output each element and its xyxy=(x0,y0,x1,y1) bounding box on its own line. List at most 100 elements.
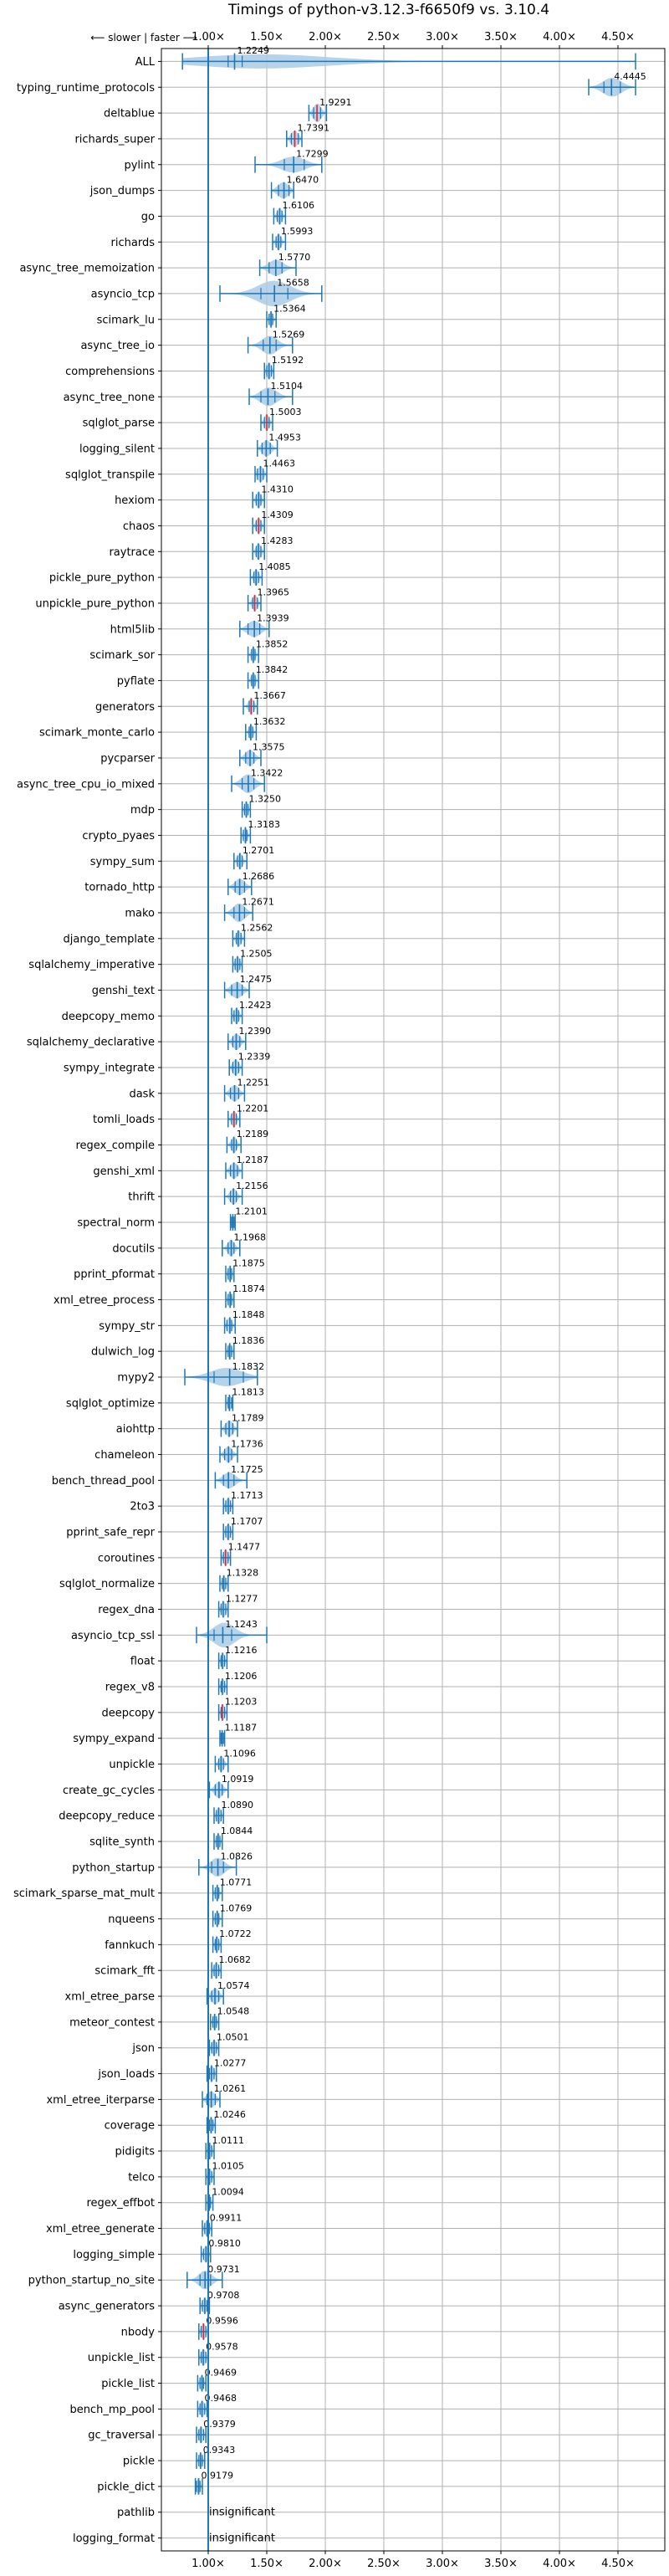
x-tick-label-bottom: 4.50× xyxy=(601,2558,635,2570)
benchmark-violin: 0.9731 xyxy=(186,2264,240,2290)
value-label: 1.2562 xyxy=(241,923,273,934)
benchmark-label: spectral_norm xyxy=(77,1216,155,1229)
benchmark-violin: 1.2187 xyxy=(225,1155,268,1180)
benchmark-violin: 1.0501 xyxy=(208,2031,249,2056)
value-label: 1.1968 xyxy=(234,1232,267,1243)
benchmark-label: chaos xyxy=(123,520,155,533)
benchmark-label: dask xyxy=(129,1088,155,1100)
value-label: 0.9731 xyxy=(207,2264,240,2275)
value-label: 1.1813 xyxy=(232,1387,264,1398)
benchmark-violin: 1.0094 xyxy=(205,2186,244,2211)
benchmark-violin: 1.2562 xyxy=(232,923,273,947)
value-label: 1.2189 xyxy=(237,1129,269,1139)
benchmark-violin: 1.3575 xyxy=(239,742,285,766)
benchmark-violin: 1.2249 xyxy=(181,45,636,70)
benchmark-violin: 1.6106 xyxy=(273,200,314,225)
value-label: 0.9468 xyxy=(205,2393,237,2404)
value-label: 1.2339 xyxy=(238,1052,271,1063)
benchmark-violin: 1.2156 xyxy=(223,1180,268,1206)
value-label: 1.6106 xyxy=(282,200,314,211)
benchmark-violin: 1.4085 xyxy=(249,561,291,586)
value-label: 1.0246 xyxy=(213,2109,246,2120)
benchmark-label: async_tree_cpu_io_mixed xyxy=(17,778,155,791)
benchmark-label: regex_dna xyxy=(98,1604,155,1616)
benchmark-violin: 4.4445 xyxy=(588,71,646,97)
benchmark-violin: 1.4953 xyxy=(257,433,301,457)
benchmark-violin: 1.4283 xyxy=(252,535,293,561)
value-label: 1.0769 xyxy=(220,1903,253,1913)
benchmark-label: 2to3 xyxy=(130,1501,155,1513)
x-tick-label-top: 3.00× xyxy=(426,31,459,44)
x-tick-label-top: 3.50× xyxy=(484,31,518,44)
benchmark-violin: 0.9578 xyxy=(198,2341,238,2366)
benchmark-violin: 1.1874 xyxy=(225,1283,265,1308)
value-label: 1.0826 xyxy=(221,1851,253,1862)
value-label: 1.4953 xyxy=(268,433,301,443)
value-label: 1.2156 xyxy=(236,1180,268,1191)
x-ticks: 1.00× 1.00× 1.50× 1.50× 2.00× 2.00× 2.50× 2.50×… xyxy=(158,31,635,2570)
value-label: 1.1277 xyxy=(226,1593,258,1604)
benchmark-label: sqlalchemy_imperative xyxy=(28,959,155,971)
value-label: 1.2475 xyxy=(240,974,273,985)
benchmark-label: mypy2 xyxy=(117,1372,155,1385)
x-tick-label-top: 1.50× xyxy=(250,31,283,44)
benchmark-label: scimark_sor xyxy=(89,649,155,662)
benchmark-label: pprint_pformat xyxy=(74,1268,155,1281)
benchmark-label: mako xyxy=(125,907,155,919)
benchmark-label: logging_simple xyxy=(73,2249,155,2261)
value-label: 0.9343 xyxy=(203,2445,236,2456)
benchmark-label: sqlglot_transpile xyxy=(65,469,155,481)
benchmark-label: async_generators xyxy=(59,2301,156,2313)
value-label: 1.0548 xyxy=(217,2006,250,2017)
value-label: 1.5364 xyxy=(273,304,306,315)
benchmark-violin: 1.1328 xyxy=(219,1567,258,1592)
value-label: 1.4085 xyxy=(258,561,291,572)
benchmark-violin: 1.3965 xyxy=(247,587,289,612)
benchmark-label: meteor_contest xyxy=(69,2016,155,2029)
value-label: 1.3667 xyxy=(253,690,286,701)
value-label: 1.0111 xyxy=(212,2135,245,2146)
value-label: 1.3939 xyxy=(257,613,289,624)
x-tick-label-top: 4.50× xyxy=(601,31,635,44)
value-label: 0.9911 xyxy=(210,2212,243,2223)
benchmark-violin: 1.3632 xyxy=(245,716,285,740)
benchmark-violin: 1.1707 xyxy=(222,1516,263,1540)
value-label: 1.2390 xyxy=(238,1026,271,1037)
benchmark-label: asyncio_tcp_ssl xyxy=(71,1630,155,1642)
value-label: 1.1187 xyxy=(225,1722,258,1733)
benchmark-label: html5lib xyxy=(110,623,155,636)
value-label: 1.0844 xyxy=(221,1826,253,1836)
direction-hint: ⟵ slower | faster ⟶ xyxy=(90,32,197,44)
benchmark-violin: 0.9468 xyxy=(197,2393,237,2418)
value-label: 1.7391 xyxy=(297,123,329,134)
value-label: 1.0919 xyxy=(222,1774,254,1785)
benchmark-label: richards_super xyxy=(74,133,155,146)
benchmark-violin: 1.7391 xyxy=(286,123,329,147)
value-label: 1.2701 xyxy=(243,845,275,856)
x-tick-label-top: 2.00× xyxy=(309,31,342,44)
benchmark-violin: 1.2475 xyxy=(223,974,273,999)
benchmark-label: sqlite_synth xyxy=(89,1836,155,1849)
x-tick-label-bottom: 1.00× xyxy=(192,2558,225,2570)
value-label: 1.1736 xyxy=(231,1438,263,1449)
benchmark-label: async_tree_none xyxy=(64,392,155,404)
value-label: 1.5192 xyxy=(272,355,304,366)
value-label: 1.1875 xyxy=(232,1257,265,1268)
benchmark-label: regex_effbot xyxy=(86,2197,155,2210)
value-label: 1.4310 xyxy=(261,484,294,494)
benchmark-label: thrift xyxy=(128,1191,155,1204)
value-label: 1.2505 xyxy=(240,948,273,959)
value-label: 1.1789 xyxy=(232,1412,264,1423)
benchmark-label: aiohttp xyxy=(116,1423,155,1436)
benchmark-label: tornado_http xyxy=(84,882,155,894)
benchmark-label: deepcopy_reduce xyxy=(59,1810,155,1823)
benchmark-violin: 1.5003 xyxy=(260,407,302,431)
value-label: 4.4445 xyxy=(614,71,646,82)
benchmark-label: sqlglot_optimize xyxy=(66,1397,155,1410)
benchmark-violin: 1.3939 xyxy=(239,613,289,638)
benchmark-label: unpickle_list xyxy=(88,2352,155,2364)
benchmark-label: async_tree_memoization xyxy=(19,263,155,275)
benchmark-label: xml_etree_process xyxy=(54,1294,155,1307)
benchmark-label: deepcopy xyxy=(101,1707,155,1719)
